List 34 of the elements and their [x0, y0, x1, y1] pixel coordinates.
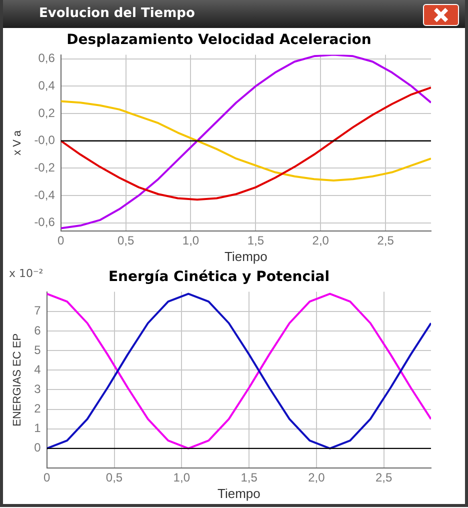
- x-tick-label: 1,0: [182, 234, 200, 248]
- x-axis-title: Tiempo: [224, 248, 268, 264]
- x-tick-label: 2,5: [375, 470, 392, 485]
- y-axis-title: ENERGIAS EC EP: [12, 333, 24, 426]
- y-tick-label: 3: [34, 382, 42, 396]
- y-tick-label: 0,6: [38, 51, 56, 66]
- text: x 10⁻²: [9, 267, 44, 280]
- y-tick-label: 6: [34, 323, 42, 338]
- y-tick-label: 0: [34, 440, 42, 455]
- y-tick-label: -0,6: [34, 215, 56, 230]
- y-tick-label: -0,4: [34, 188, 56, 202]
- x-tick-label: 0,5: [106, 470, 123, 485]
- x-tick-label: 1,5: [240, 470, 258, 485]
- x-tick-label: 1,0: [173, 470, 190, 485]
- x-tick-label: 1,5: [247, 234, 264, 248]
- y-tick-label: -0,0: [34, 133, 56, 148]
- y-axis-title: x V a: [12, 129, 24, 156]
- x-tick-label: 2,0: [312, 234, 330, 248]
- y-tick-label: 7: [34, 304, 42, 318]
- x-tick-label: 2,5: [377, 234, 394, 248]
- x-tick-label: 0,5: [117, 234, 134, 248]
- x-tick-label: 2,0: [308, 470, 326, 485]
- y-tick-label: 4: [34, 362, 42, 376]
- chart-title: Energía Cinética y Potencial: [108, 269, 330, 286]
- y-tick-label: 1: [34, 421, 42, 436]
- y-tick-label: 0,2: [38, 106, 56, 120]
- y-tick-label: -0,2: [34, 160, 56, 174]
- x-axis-title: Tiempo: [218, 486, 260, 501]
- chart-title: Desplazamiento Velocidad Aceleracion: [66, 32, 372, 48]
- y-tick-label: 2: [34, 402, 42, 416]
- x-tick-label: 0: [58, 234, 65, 248]
- text: Evolucion del Tiempo: [39, 6, 195, 21]
- y-tick-label: 5: [34, 342, 42, 357]
- y-tick-label: 0,4: [38, 78, 56, 93]
